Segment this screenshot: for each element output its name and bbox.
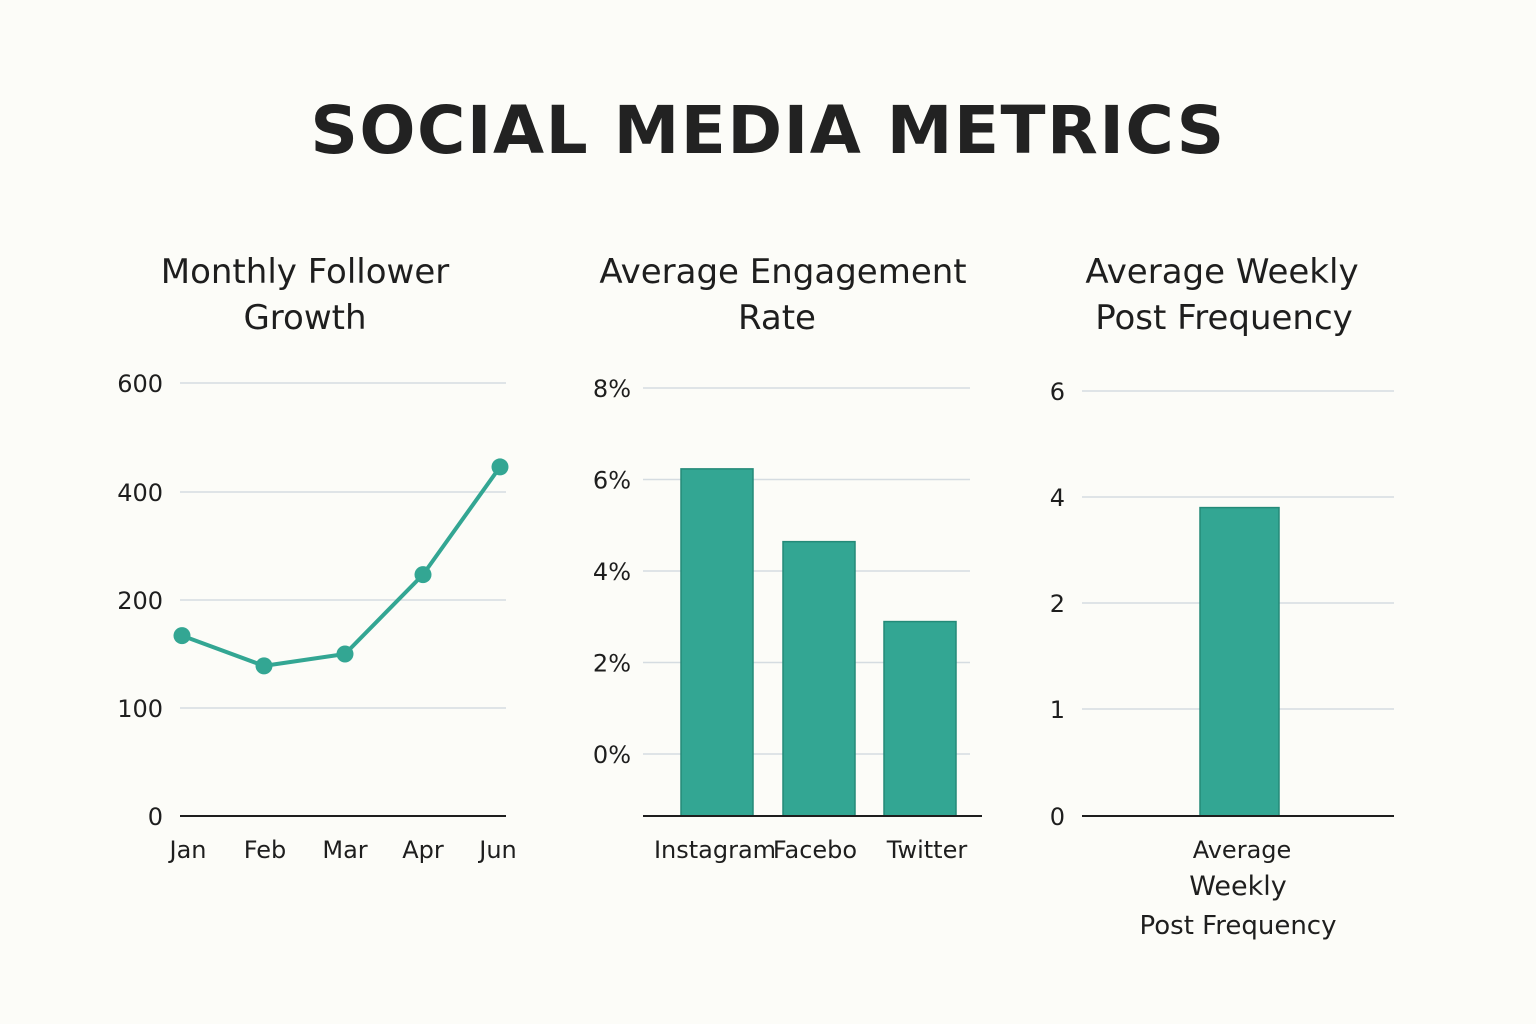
y-tick-label: 1 [1050, 696, 1065, 724]
page-title: SOCIAL MEDIA METRICS [310, 92, 1226, 169]
data-point [255, 657, 273, 675]
chart-title-line: Growth [243, 298, 366, 338]
engagement-bar [782, 540, 856, 817]
data-point [414, 566, 432, 584]
x-tick-label: Twitter [886, 836, 968, 864]
y-tick-label: 8% [593, 375, 631, 403]
x-tick-label: Jun [477, 836, 517, 864]
x-tick-label: Mar [322, 836, 367, 864]
y-tick-label: 4 [1050, 484, 1065, 512]
y-tick-label: 0 [148, 803, 163, 831]
data-point [173, 627, 191, 645]
y-tick-label: 2% [593, 650, 631, 678]
y-tick-label: 2 [1050, 590, 1065, 618]
y-tick-label: 0 [1050, 803, 1065, 831]
follower-growth-chart: Monthly Follower Growth 0 100 200 400 600 Jan Fe… [117, 252, 517, 864]
x-tick-label: Post Frequency [1140, 911, 1337, 941]
y-tick-label: 100 [117, 695, 163, 723]
y-tick-label: 0% [593, 741, 631, 769]
y-tick-label: 400 [117, 479, 163, 507]
post-frequency-chart: Average Weekly Post Frequency 0 1 2 4 6 Average… [1050, 252, 1394, 941]
post-frequency-bar [1199, 506, 1280, 817]
x-tick-label: Apr [402, 836, 444, 864]
chart-title-line: Rate [738, 298, 816, 338]
chart-title-line: Post Frequency [1095, 298, 1353, 338]
chart-title-line: Average Engagement [599, 252, 966, 292]
engagement-rate-chart: Average Engagement Rate 0% 2% 4% 6% 8% Instagra… [593, 252, 982, 864]
y-tick-label: 200 [117, 587, 163, 615]
chart-title-line: Monthly Follower [161, 252, 450, 292]
y-tick-label: 600 [117, 370, 163, 398]
follower-series-line [180, 464, 502, 668]
y-tick-label: 4% [593, 558, 631, 586]
engagement-bar [883, 620, 957, 817]
data-point [491, 458, 509, 476]
x-tick-label: Jan [168, 836, 207, 864]
data-point [336, 645, 354, 663]
y-tick-label: 6% [593, 467, 631, 495]
engagement-bar [680, 468, 754, 817]
chart-title-line: Average Weekly [1085, 252, 1358, 292]
x-tick-label: Feb [244, 836, 287, 864]
x-tick-label: Average [1193, 836, 1292, 864]
y-tick-label: 6 [1050, 378, 1065, 406]
x-tick-label: Instagram [654, 836, 776, 864]
x-tick-label: Weekly [1189, 871, 1286, 902]
x-tick-label: Facebo [773, 836, 857, 864]
